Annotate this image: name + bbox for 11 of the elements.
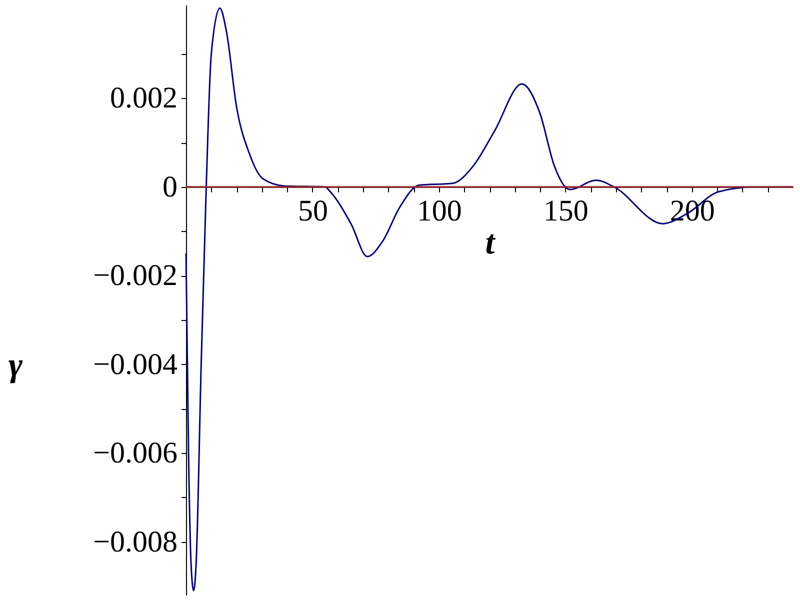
x-axis-title: t (485, 224, 496, 262)
x-tick-label: 50 (298, 194, 328, 228)
x-tick-label: 150 (543, 194, 588, 228)
y-tick-label: −0.006 (93, 436, 178, 470)
x-tick-label: 100 (416, 194, 462, 228)
y-tick-label: 0.002 (110, 82, 178, 115)
y-axis-title: γ (8, 347, 24, 384)
y-tick-label: 0 (162, 170, 178, 204)
y-tick-label: −0.004 (93, 348, 178, 381)
y-tick-label: −0.002 (93, 259, 178, 292)
y-tick-label: −0.008 (93, 525, 178, 558)
